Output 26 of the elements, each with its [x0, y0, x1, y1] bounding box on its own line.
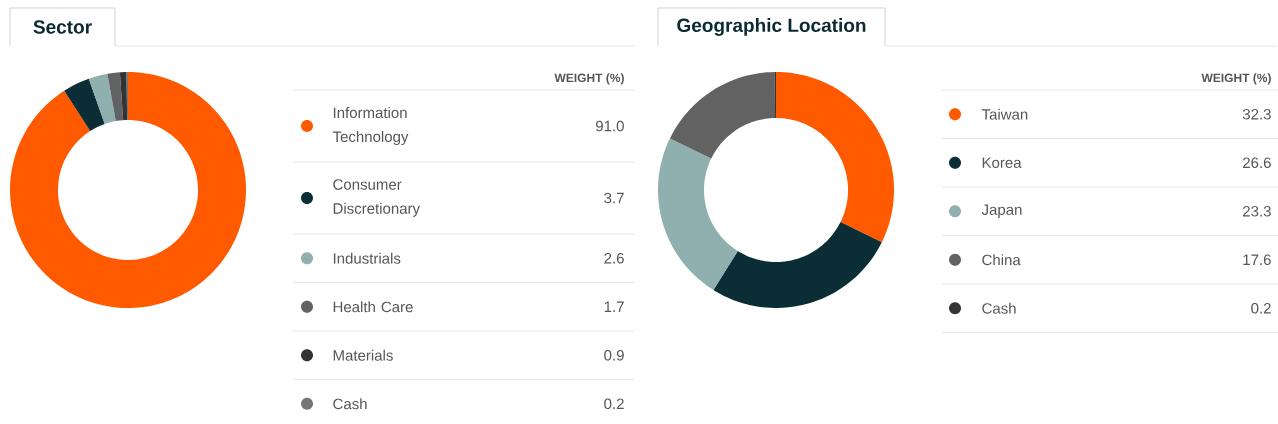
- legend-title: WEIGHT (%): [1201, 73, 1271, 85]
- chart-title: Sector: [33, 20, 92, 34]
- data-label: 1.7: [604, 301, 624, 312]
- data-label: 26.6: [1243, 157, 1271, 169]
- chart-title: Geographic Location: [677, 18, 866, 36]
- legend-label: Taiwan: [981, 108, 1028, 120]
- data-label: 0.2: [1251, 302, 1271, 314]
- data-label: 0.9: [604, 349, 624, 361]
- legend-label: Information Technology: [332, 107, 409, 145]
- legend-label: China: [982, 254, 1021, 266]
- legend-label: Korea: [982, 157, 1022, 168]
- legend-label: Consumer Discretionary: [333, 179, 421, 217]
- legend-label: Cash: [982, 302, 1016, 314]
- legend-label: Industrials: [333, 252, 401, 264]
- data-label: 17.6: [1243, 254, 1271, 266]
- legend-label: Japan: [981, 204, 1022, 218]
- legend-label: Materials: [333, 349, 393, 361]
- legend-title: WEIGHT (%): [554, 73, 624, 85]
- legend-label: Cash: [333, 398, 367, 410]
- data-label: 0.2: [604, 398, 624, 410]
- data-label: 3.7: [604, 192, 624, 204]
- legend-label: Health Care: [333, 301, 413, 313]
- data-label: 23.3: [1243, 205, 1271, 217]
- data-label: 91.0: [595, 120, 624, 132]
- data-label: 32.3: [1242, 108, 1271, 120]
- data-label: 2.6: [604, 252, 624, 264]
